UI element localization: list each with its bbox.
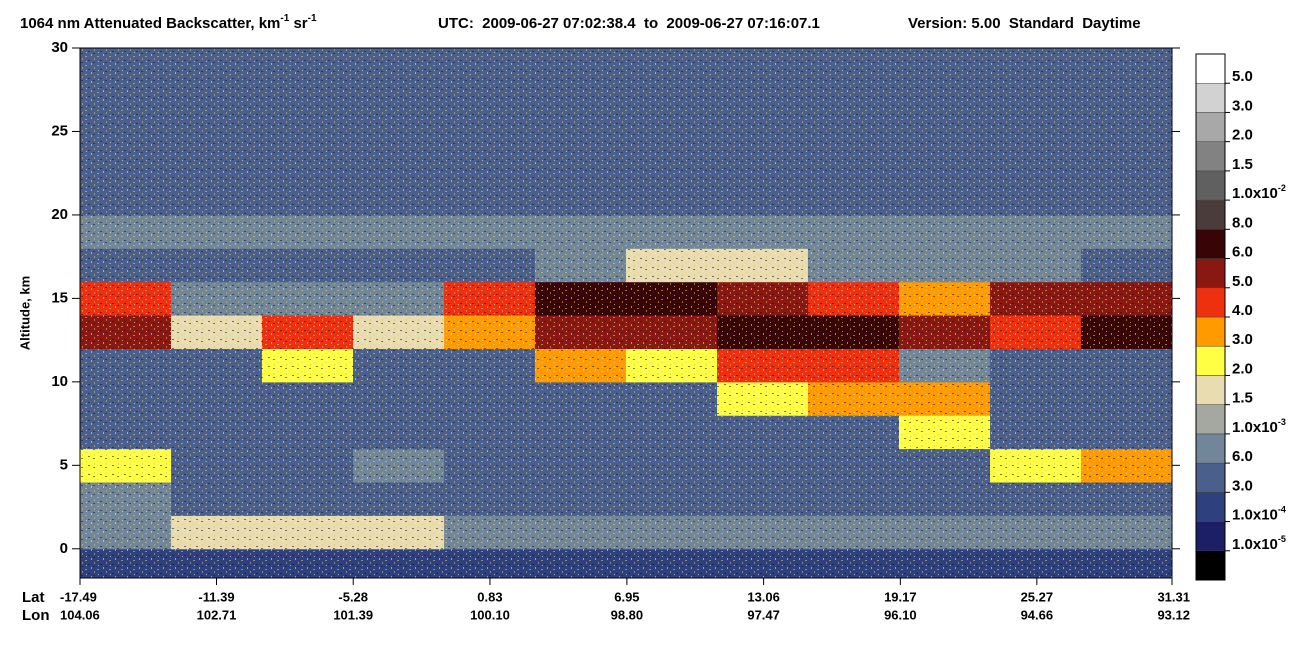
colorbar-swatch bbox=[1195, 258, 1226, 289]
x-tick-label: 6.95 bbox=[614, 589, 639, 604]
x-tick-label: 93.12 bbox=[1157, 607, 1190, 622]
colorbar-label: 1.0x10-3 bbox=[1232, 417, 1286, 436]
colorbar-label: 1.0x10-2 bbox=[1232, 183, 1286, 202]
colorbar-swatch bbox=[1195, 345, 1226, 376]
colorbar-label-exponent: -5 bbox=[1278, 534, 1286, 544]
colorbar-label: 1.0x10-5 bbox=[1232, 534, 1286, 553]
colorbar-label: 4.0 bbox=[1232, 302, 1253, 319]
x-tick-label: 0.83 bbox=[477, 589, 502, 604]
colorbar-swatch bbox=[1195, 492, 1226, 522]
colorbar-swatch bbox=[1195, 462, 1226, 493]
colorbar-label: 3.0 bbox=[1232, 97, 1253, 114]
colorbar-label-text: 3.0 bbox=[1232, 97, 1253, 114]
colorbar-label-exponent: -4 bbox=[1278, 505, 1286, 515]
colorbar-swatch bbox=[1195, 229, 1226, 259]
colorbar-label: 5.0 bbox=[1232, 68, 1253, 85]
title-part: sr bbox=[289, 15, 308, 32]
x-tick-label: 13.06 bbox=[747, 589, 780, 604]
colorbar-label: 6.0 bbox=[1232, 244, 1253, 261]
colorbar-label-text: 1.5 bbox=[1232, 156, 1253, 173]
texture bbox=[80, 48, 1172, 578]
colorbar-label-text: 1.0x10 bbox=[1232, 185, 1278, 202]
colorbar-label-exponent: -3 bbox=[1278, 417, 1286, 427]
colorbar-swatch bbox=[1195, 375, 1226, 405]
x-tick-label: -5.28 bbox=[338, 589, 368, 604]
colorbar-label: 1.0x10-4 bbox=[1232, 505, 1286, 524]
x-row-label: Lat bbox=[22, 589, 45, 606]
x-tick-label: 100.10 bbox=[470, 607, 510, 622]
colorbar-label-text: 6.0 bbox=[1232, 448, 1253, 465]
y-axis-label: Altitude, km bbox=[17, 276, 32, 350]
colorbar-label-text: 4.0 bbox=[1232, 302, 1253, 319]
colorbar-swatch bbox=[1195, 521, 1226, 552]
colorbar: 1.0x10-51.0x10-43.06.01.0x10-31.52.03.04… bbox=[1195, 53, 1286, 581]
colorbar-swatch bbox=[1195, 433, 1226, 464]
colorbar-label-text: 5.0 bbox=[1232, 273, 1253, 290]
title-part: 1064 nm Attenuated Backscatter, km bbox=[20, 15, 280, 32]
plot-frame bbox=[79, 47, 1173, 579]
x-tick-label: 97.47 bbox=[747, 607, 780, 622]
colorbar-label-exponent: -2 bbox=[1278, 183, 1286, 193]
x-tick-label: 31.31 bbox=[1157, 589, 1190, 604]
colorbar-swatch bbox=[1195, 550, 1226, 581]
colorbar-label-text: 2.0 bbox=[1232, 360, 1253, 377]
colorbar-label-text: 3.0 bbox=[1232, 477, 1253, 494]
x-tick-label: 19.17 bbox=[884, 589, 917, 604]
y-tick-label: 0 bbox=[60, 540, 68, 557]
colorbar-swatch bbox=[1195, 199, 1226, 230]
colorbar-label: 6.0 bbox=[1232, 448, 1253, 465]
colorbar-label-text: 8.0 bbox=[1232, 214, 1253, 231]
colorbar-label-text: 6.0 bbox=[1232, 244, 1253, 261]
y-tick-label: 25 bbox=[51, 122, 68, 139]
colorbar-swatch bbox=[1195, 112, 1226, 142]
colorbar-label-text: 1.0x10 bbox=[1232, 419, 1278, 436]
x-tick-label: 96.10 bbox=[884, 607, 917, 622]
x-row-label: Lon bbox=[22, 607, 50, 624]
colorbar-label: 2.0 bbox=[1232, 127, 1253, 144]
colorbar-label-text: 1.0x10 bbox=[1232, 536, 1278, 553]
colorbar-label-text: 3.0 bbox=[1232, 331, 1253, 348]
colorbar-label: 3.0 bbox=[1232, 331, 1253, 348]
y-tick-label: 5 bbox=[60, 456, 68, 473]
colorbar-label-text: 2.0 bbox=[1232, 127, 1253, 144]
y-tick-label: 15 bbox=[51, 289, 68, 306]
colorbar-label-text: 1.0x10 bbox=[1232, 507, 1278, 524]
colorbar-swatch bbox=[1195, 287, 1226, 318]
colorbar-label: 3.0 bbox=[1232, 477, 1253, 494]
colorbar-swatch bbox=[1195, 141, 1226, 172]
colorbar-swatch bbox=[1195, 404, 1226, 435]
colorbar-label-text: 5.0 bbox=[1232, 68, 1253, 85]
y-tick-label: 30 bbox=[51, 39, 68, 56]
x-tick-label: 94.66 bbox=[1021, 607, 1054, 622]
chart-title: 1064 nm Attenuated Backscatter, km-1 sr-… bbox=[20, 13, 317, 32]
x-tick-label: 98.80 bbox=[611, 607, 644, 622]
colorbar-swatch bbox=[1195, 53, 1226, 84]
x-tick-label: -17.49 bbox=[60, 589, 97, 604]
x-tick-label: 101.39 bbox=[333, 607, 373, 622]
subtitle: UTC: 2009-06-27 07:02:38.4 to 2009-06-27… bbox=[438, 15, 820, 32]
colorbar-label: 1.5 bbox=[1232, 390, 1253, 407]
colorbar-label-text: 1.5 bbox=[1232, 390, 1253, 407]
x-tick-label: 104.06 bbox=[60, 607, 100, 622]
title-superscript: -1 bbox=[308, 13, 317, 24]
colorbar-label: 8.0 bbox=[1232, 214, 1253, 231]
colorbar-swatch bbox=[1195, 316, 1226, 347]
y-tick-label: 20 bbox=[51, 206, 68, 223]
x-tick-label: -11.39 bbox=[198, 589, 234, 604]
x-tick-label: 25.27 bbox=[1021, 589, 1054, 604]
colorbar-label: 1.5 bbox=[1232, 156, 1253, 173]
x-tick-label: 102.71 bbox=[197, 607, 237, 622]
colorbar-label: 5.0 bbox=[1232, 273, 1253, 290]
y-tick-label: 10 bbox=[51, 373, 68, 390]
colorbar-swatch bbox=[1195, 82, 1226, 113]
colorbar-label: 2.0 bbox=[1232, 360, 1253, 377]
version: Version: 5.00 Standard Daytime bbox=[908, 15, 1141, 32]
colorbar-swatch bbox=[1195, 170, 1226, 201]
title-superscript: -1 bbox=[280, 13, 289, 24]
